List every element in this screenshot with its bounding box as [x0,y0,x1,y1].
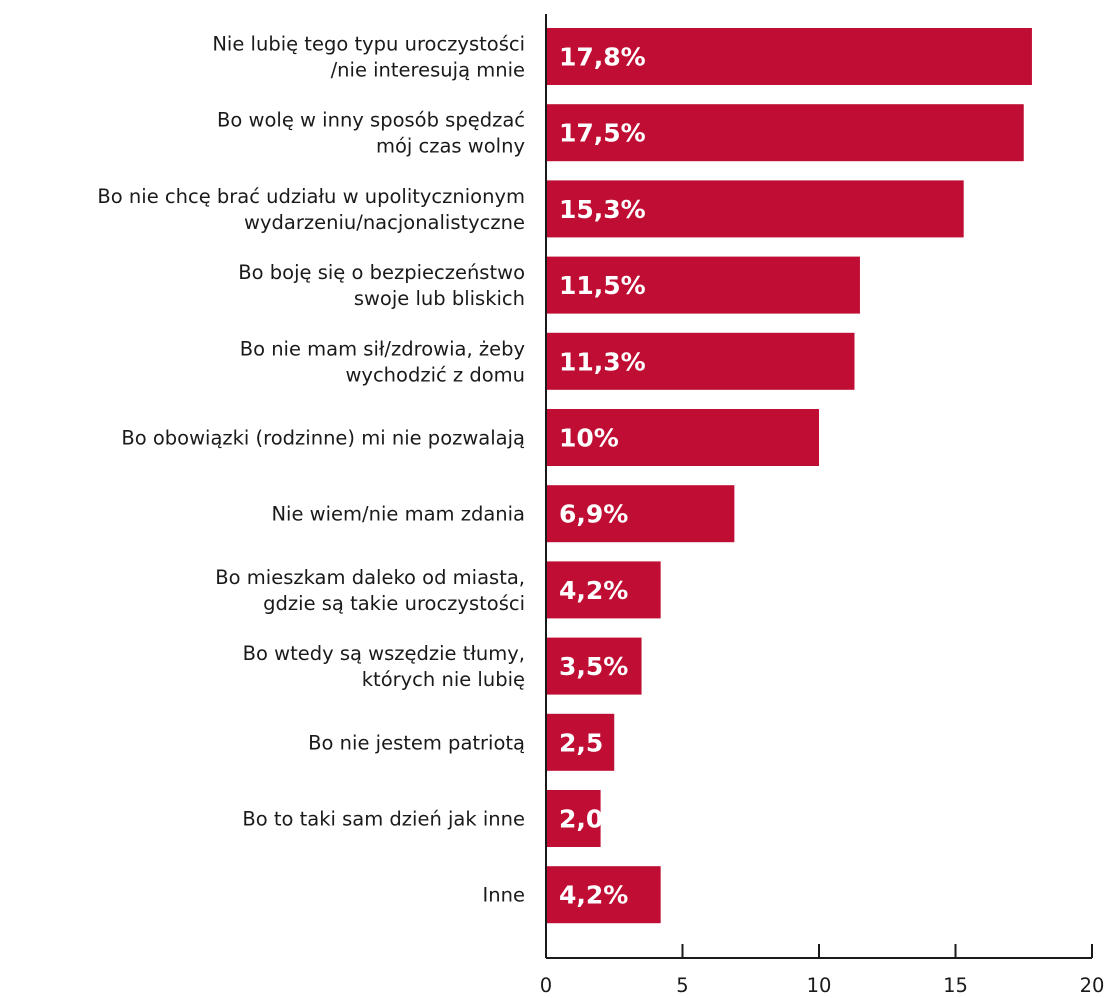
bar-value-label: 3,5% [559,652,628,681]
bar [546,409,819,466]
category-label: mój czas wolny [376,135,525,158]
x-tick-label: 15 [943,974,968,997]
bars [546,28,1032,924]
bar-value-label: 4,2% [559,881,628,910]
bar [546,561,661,619]
category-label: Bo mieszkam daleko od miasta, [215,566,525,589]
bar-value-label: 2,5 [559,728,603,757]
data-labels: 17,8% 17,5% 15,3% 11,5% 11,3% 10% 6,9% 4,2% 3,5%… [559,43,646,910]
x-tick-label: 20 [1080,974,1105,997]
bar-value-label: 11,3% [559,347,646,376]
category-label: wydarzeniu/nacjonalistyczne [244,211,525,234]
bar [546,104,1024,162]
category-label: wychodzić z domu [345,363,525,386]
bar-value-label: 15,3% [559,195,646,224]
bar-value-label: 10% [559,424,619,453]
category-label: Bo wtedy są wszędzie tłumy, [243,642,525,665]
bar [546,28,1032,85]
category-label: Bo nie mam sił/zdrowia, żeby [240,337,525,360]
bar [546,332,855,390]
x-axis-ticks: 0 5 10 15 20 [540,944,1105,997]
category-label: Nie lubię tego typu uroczystości [212,33,525,56]
x-tick-label: 5 [676,974,688,997]
x-tick-label: 10 [807,974,832,997]
bar [546,256,860,314]
category-label: Bo nie chcę brać udziału w upolitycznion… [97,185,525,208]
bar-value-label: 4,2% [559,576,628,605]
bar [546,637,642,695]
bar-value-label: 17,8% [559,43,646,72]
bar [546,180,964,238]
category-label: Inne [483,884,525,907]
bar-value-label: 6,9% [559,500,628,529]
category-label: gdzie są takie uroczystości [263,592,525,615]
category-label: Bo obowiązki (rodzinne) mi nie pozwalają [121,427,525,450]
x-tick-label: 0 [540,974,552,997]
bar-value-label: 2,0 [559,805,603,834]
category-labels: Nie lubię tego typu uroczystości/nie int… [97,33,525,907]
bar [546,790,601,847]
bar [546,485,735,543]
category-label: Bo wolę w inny sposób spędzać [217,109,525,132]
category-label: Nie wiem/nie mam zdania [271,503,525,526]
bar-value-label: 11,5% [559,271,646,300]
category-label: Bo boję się o bezpieczeństwo [238,261,525,284]
category-label: /nie interesują mnie [331,59,525,82]
category-label: których nie lubię [362,668,525,691]
category-label: Bo to taki sam dzień jak inne [242,808,525,831]
category-label: swoje lub bliskich [354,287,525,310]
category-label: Bo nie jestem patriotą [308,731,525,754]
bar [546,866,661,924]
bar-value-label: 17,5% [559,119,646,148]
bar [546,713,615,771]
